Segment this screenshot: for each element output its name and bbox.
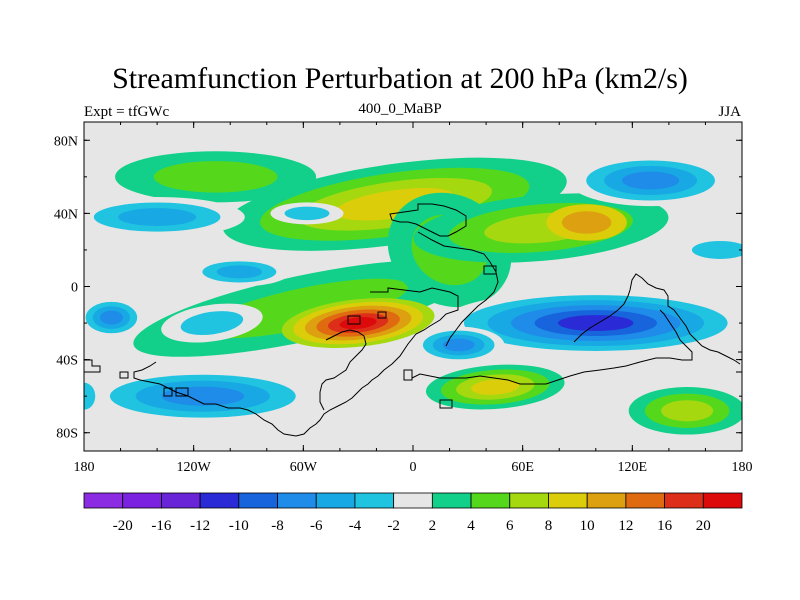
colorbar-label: -8 [271,518,284,534]
colorbar-label: -12 [190,518,210,534]
tropical-pacific-min-level [216,265,263,279]
tropical-atlantic-max-level [339,317,377,330]
north-pacific-green-level [153,161,278,193]
colorbar: -20 -16 -12 -10 -8 -6 -4 -2 2 4 6 8 10 12 16 20 [83,492,743,534]
indian-ocean-min-level [558,315,634,332]
dateline-min-south [84,374,103,419]
colorbar-box [509,492,549,509]
x-tick-label: 60W [290,460,318,475]
coastline-pacific-islands [84,265,497,397]
coastline-africa-south [411,309,693,385]
x-tick-label: 120E [618,460,648,475]
coastline-atlantic-islands [347,311,387,325]
south-pacific-min [84,368,322,424]
colorbar-label: -20 [113,518,133,534]
north-pacific-min2 [270,202,344,225]
central-pacific-min [161,303,263,343]
north-pacific-green [115,151,317,203]
y-tick-label: 40N [54,207,78,222]
colorbar-box [548,492,588,509]
x-tick-label: 180 [732,460,753,475]
colorbar-label: 8 [545,518,553,534]
tropical-pacific-min [188,257,291,287]
colorbar-box [199,492,240,509]
coastline-europe [389,203,467,237]
pacific-warm-pool-min-level [691,240,742,259]
east-asia-max [546,204,627,241]
colorbar-label: 12 [618,518,633,534]
coastline-asia [573,273,741,365]
colorbar-box [277,492,317,509]
colorbar-box [83,492,124,509]
season-label: JJA [718,104,741,120]
north-pacific-min-level [118,208,197,226]
colorbar-label: -6 [310,518,323,534]
colorbar-box [625,492,665,509]
colorbar-box [664,492,704,509]
north-pacific-min2-level [284,206,330,221]
south-atlantic-min [413,326,505,364]
pacific-warm-pool-min [674,235,742,265]
experiment-label: Expt = tfGWc [84,104,170,120]
coastline-antarctic-land [403,351,742,409]
y-tick-label: 80N [54,134,78,149]
y-tick-label: 80S [56,427,78,442]
south-pacific-min-level [161,386,245,406]
y-tick-label: 0 [71,281,78,296]
colorbar-box [315,492,356,509]
coastline-south-america-east [319,329,367,411]
colorbar-label: 16 [657,518,673,534]
colorbar-box [354,492,395,509]
north-pacific-min [84,196,245,238]
y-tick-label: 40S [56,354,78,369]
east-pacific-min [84,297,145,338]
colorbar-label: -2 [387,518,400,534]
x-tick-label: 180 [74,460,95,475]
colorbar-box [586,492,627,509]
colorbar-box [431,492,472,509]
colorbar-box [238,492,278,509]
y-axis: 80N 40N 0 40S 80S [54,134,742,442]
contour-field [84,151,742,435]
south-indian-max-level [471,379,520,395]
colorbar-box [161,492,201,509]
x-tick-label: 120W [177,460,212,475]
nw-pacific-min [568,154,733,207]
colorbar-box [470,492,511,509]
central-pacific-min-level [180,311,244,336]
colorbar-label: 6 [506,518,514,534]
colorbar-label: 2 [429,518,437,534]
chart-title: Streamfunction Perturbation at 200 hPa (… [112,62,688,95]
x-axis: 180 120W 60W 0 60E 120E 180 [74,122,753,475]
colorbar-box [122,492,162,509]
east-pacific-min-level [99,310,123,325]
colorbar-box [393,492,433,509]
east-asia-max-level [561,211,612,234]
colorbar-box [702,492,743,509]
colorbar-label: 4 [467,518,475,534]
colorbar-label: -4 [349,518,362,534]
dateline-min-south-level [84,382,96,410]
colorbar-label: -16 [151,518,171,534]
period-label: 400_0_MaBP [358,101,442,117]
x-tick-label: 0 [410,460,417,475]
x-tick-label: 60E [511,460,534,475]
south-indian-max [425,364,565,410]
colorbar-label: 20 [696,518,711,534]
coastlines [84,203,742,437]
coastline-africa [417,231,499,347]
tropical-atlantic-max [281,298,435,349]
south-pacific-max-level [661,400,714,422]
colorbar-label: -10 [229,518,249,534]
south-pacific-max [628,387,742,435]
south-atlantic-min-level [442,338,475,352]
indian-ocean-min [440,290,742,356]
nw-pacific-min-level [622,171,680,190]
colorbar-label: 10 [580,518,595,534]
